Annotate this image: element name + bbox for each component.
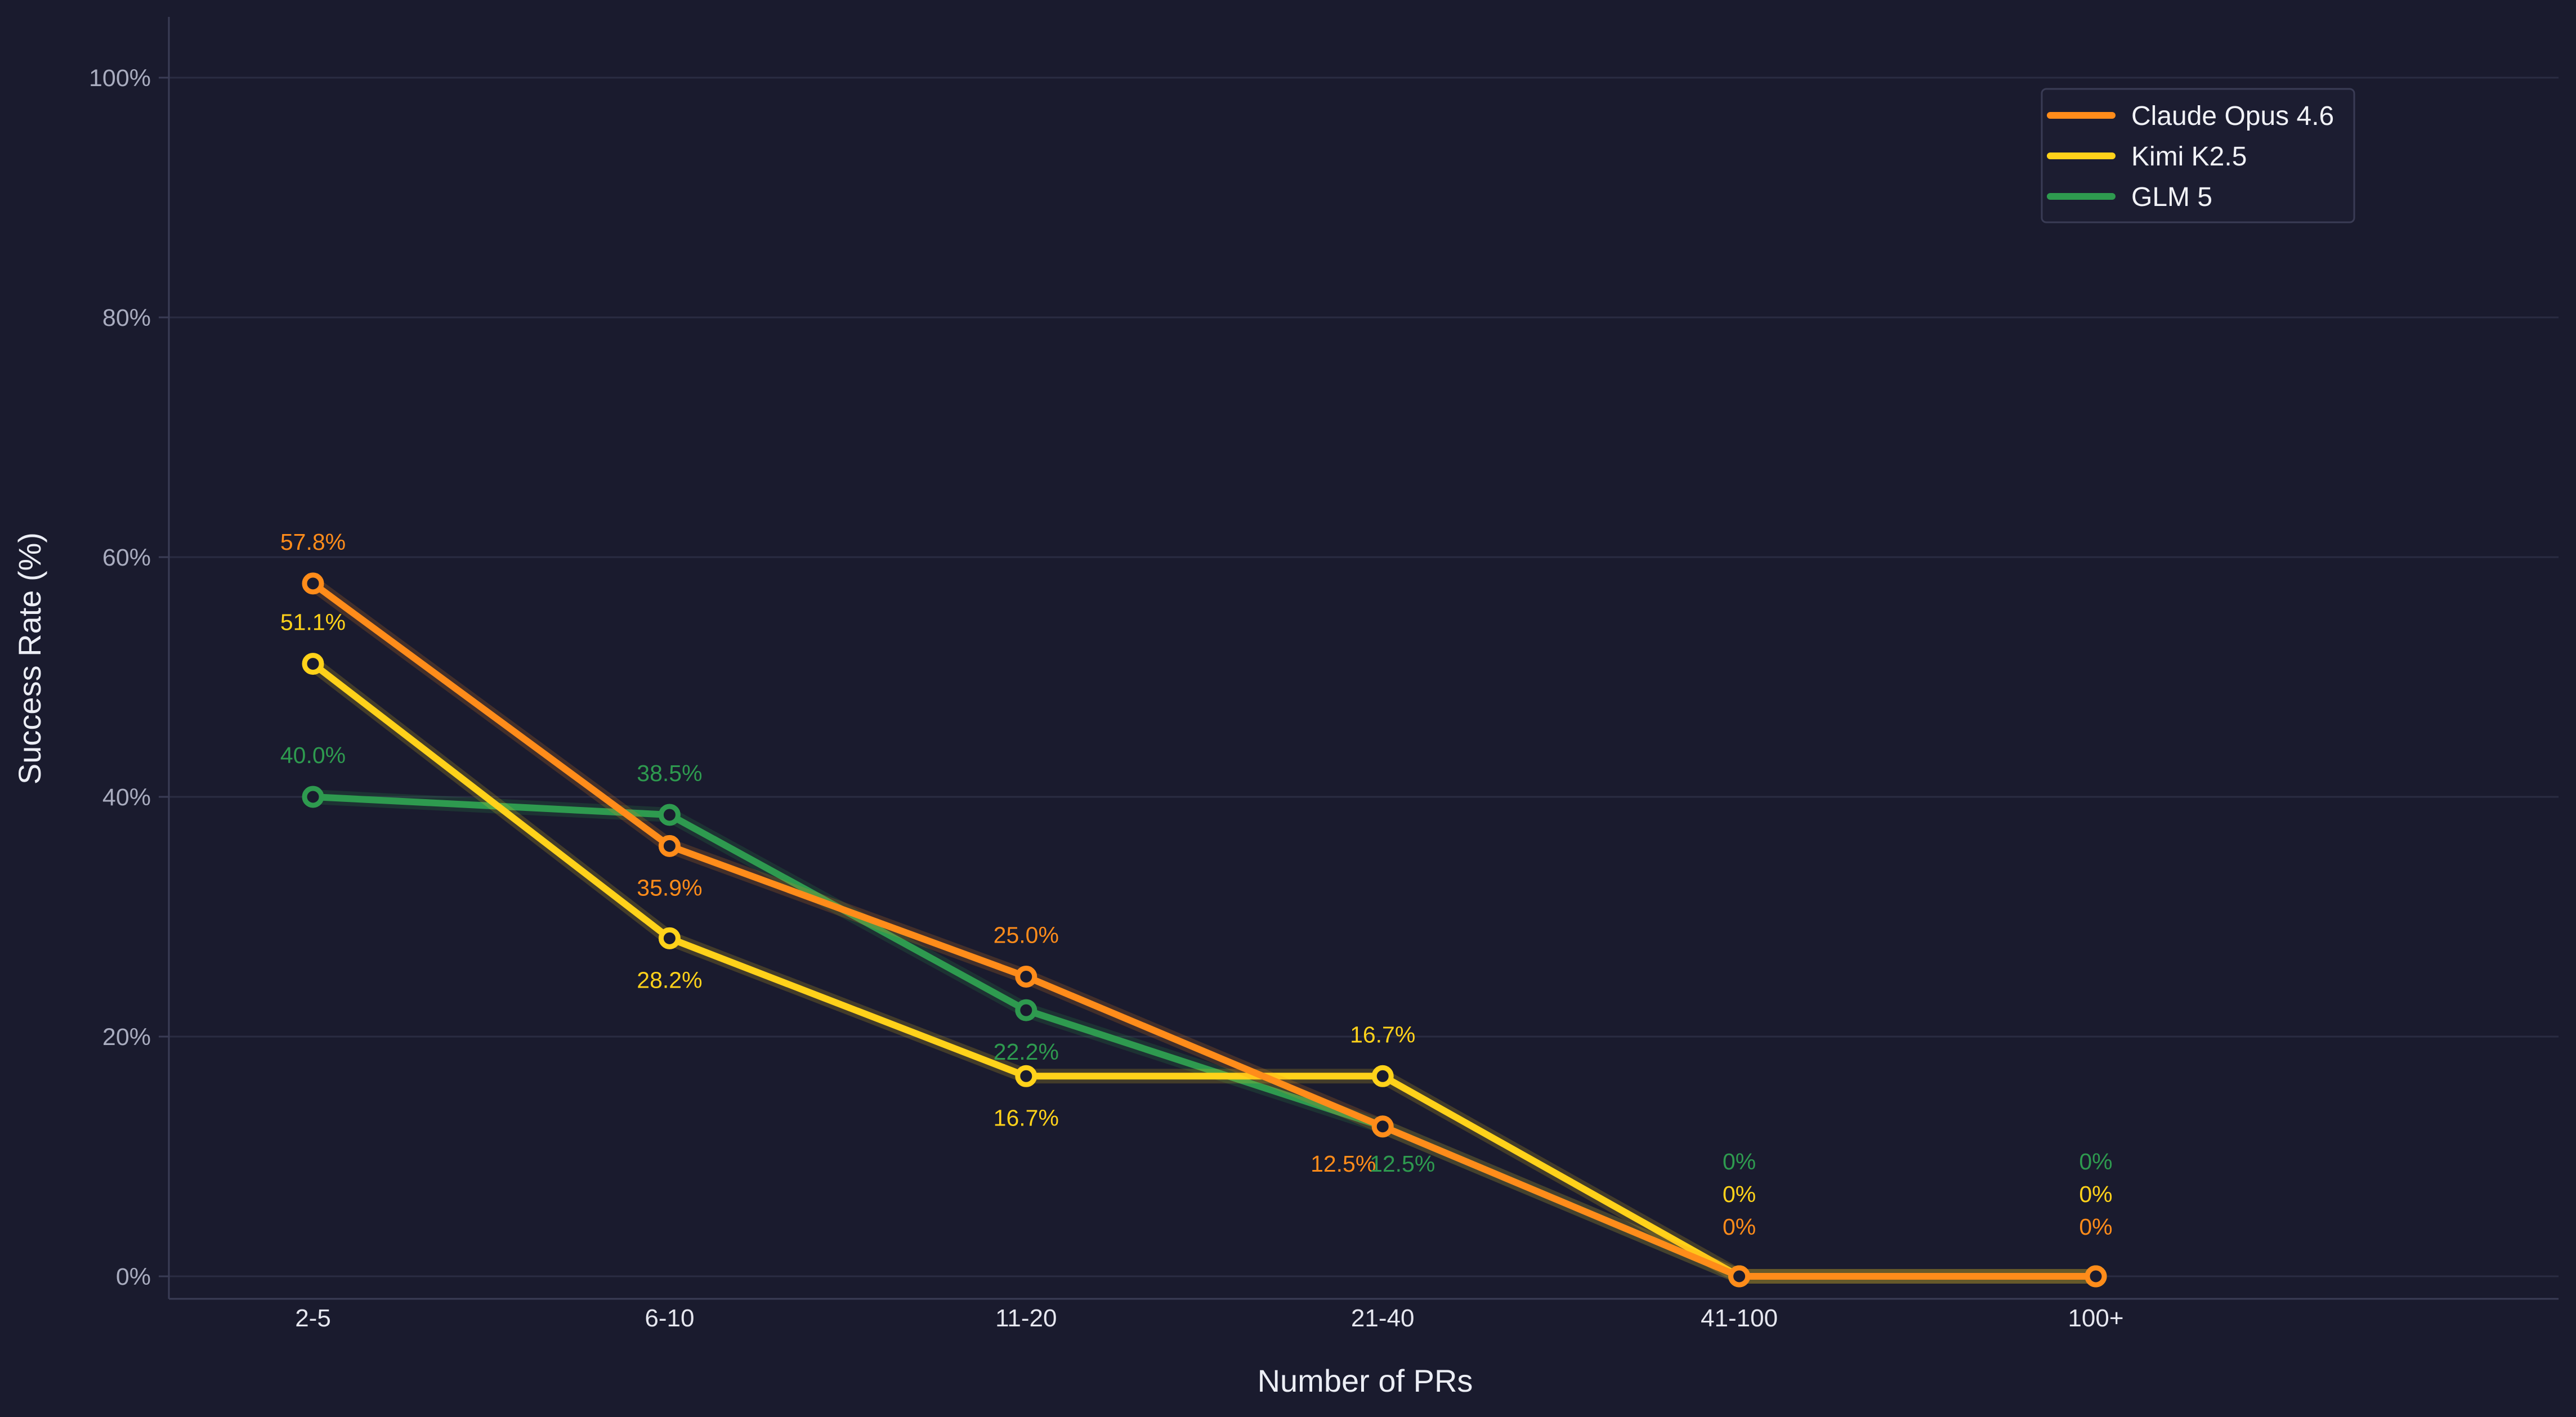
y-tick-label: 100% xyxy=(89,65,151,92)
x-tick-label: 100+ xyxy=(2068,1304,2123,1332)
data-point xyxy=(658,835,681,857)
axes xyxy=(168,17,2559,1300)
x-tick-label: 41-100 xyxy=(1701,1304,1778,1332)
legend-label: GLM 5 xyxy=(2131,182,2212,212)
data-label: 38.5% xyxy=(637,760,702,786)
y-axis-title: Success Rate (%) xyxy=(12,532,47,784)
legend-label: Claude Opus 4.6 xyxy=(2131,101,2334,131)
x-tick-label: 21-40 xyxy=(1351,1304,1415,1332)
data-label: 57.8% xyxy=(280,529,346,555)
x-tick-label: 11-20 xyxy=(995,1304,1057,1332)
data-label: 16.7% xyxy=(1350,1021,1415,1047)
y-tick-label: 80% xyxy=(102,304,151,331)
y-tick-label: 40% xyxy=(102,784,151,811)
data-point xyxy=(1015,1065,1037,1087)
series-line xyxy=(310,580,2099,1280)
data-point xyxy=(302,786,324,808)
legend-box xyxy=(2041,88,2355,223)
data-label: 0% xyxy=(1723,1214,1756,1240)
data-label: 0% xyxy=(1723,1181,1756,1207)
data-point xyxy=(302,653,324,675)
x-tick-label: 2-5 xyxy=(295,1304,331,1332)
data-point xyxy=(302,572,324,595)
series-glow xyxy=(306,576,2103,1284)
data-label: 0% xyxy=(2079,1214,2112,1240)
data-point xyxy=(1015,999,1037,1021)
data-label: 0% xyxy=(2079,1149,2112,1174)
data-point xyxy=(1371,1065,1394,1087)
legend-label: Kimi K2.5 xyxy=(2131,142,2247,172)
data-label: 35.9% xyxy=(637,875,702,900)
data-label: 16.7% xyxy=(994,1105,1059,1131)
data-point xyxy=(2085,1265,2107,1288)
data-point xyxy=(658,927,681,949)
data-label: 12.5% xyxy=(1311,1151,1376,1177)
data-label: 40.0% xyxy=(280,742,346,768)
x-tick-labels: 2-5 6-10 11-20 21-40 41-100 100+ xyxy=(295,1304,2123,1332)
y-tick-label: 0% xyxy=(116,1263,151,1290)
data-label: 0% xyxy=(1723,1149,1756,1174)
grid-lines xyxy=(159,77,2559,1277)
data-label: 28.2% xyxy=(637,967,702,993)
y-tick-labels: 0% 20% 40% 60% 80% 100% xyxy=(89,65,151,1290)
data-label: 51.1% xyxy=(280,609,346,635)
data-label: 25.0% xyxy=(994,922,1059,948)
data-point xyxy=(1728,1265,1751,1288)
series-line xyxy=(310,660,2099,1280)
x-tick-label: 6-10 xyxy=(645,1304,694,1332)
data-labels: 57.8% 35.9% 25.0% 12.5% 0% 0% 51.1% 28.2% 16.7% 1… xyxy=(280,529,2113,1240)
y-tick-label: 60% xyxy=(102,544,151,571)
y-tick-label: 20% xyxy=(102,1024,151,1051)
data-label: 12.5% xyxy=(1370,1151,1435,1177)
series-glow xyxy=(306,656,2103,1284)
x-axis-title: Number of PRs xyxy=(1258,1363,1473,1398)
series-lines xyxy=(302,572,2107,1288)
data-point xyxy=(1015,966,1037,988)
data-label: 0% xyxy=(2079,1181,2112,1207)
data-point xyxy=(1371,1115,1394,1138)
data-label: 22.2% xyxy=(994,1039,1059,1065)
data-point xyxy=(658,804,681,826)
legend: Claude Opus 4.6 Kimi K2.5 GLM 5 xyxy=(2041,88,2355,223)
